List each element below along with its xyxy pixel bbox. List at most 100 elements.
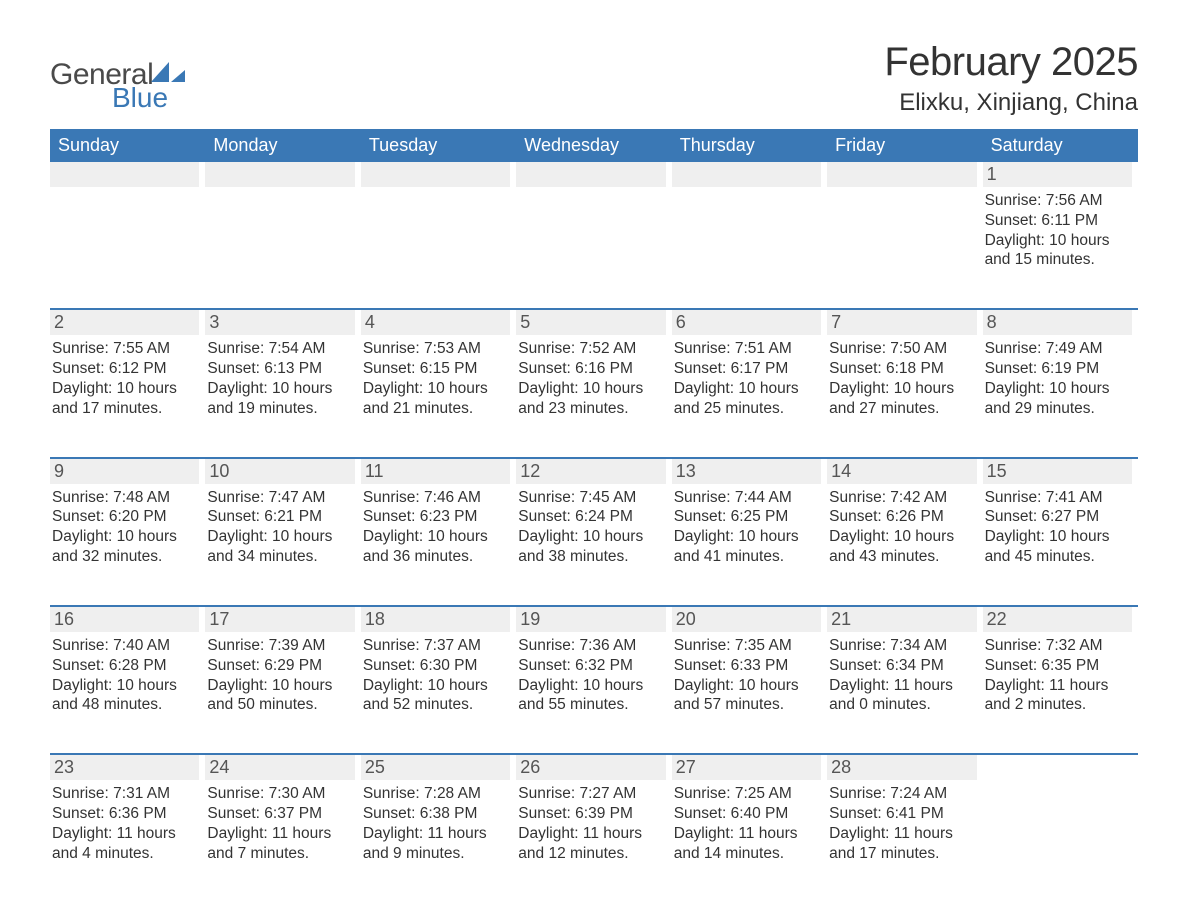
day-cell: 20Sunrise: 7:35 AMSunset: 6:33 PMDayligh…	[672, 607, 827, 723]
day-cell: 13 Sunrise: 7:44 AMSunset: 6:25 PMDayligh…	[672, 459, 827, 575]
sunrise-text: Sunrise: 7:41 AM	[985, 488, 1132, 508]
day-number: 9	[54, 461, 64, 481]
day-number-row: 15	[983, 459, 1132, 484]
weekday-monday: Monday	[205, 129, 360, 162]
header: General Blue February 2025 Elixku, Xinji…	[50, 40, 1138, 117]
daylight-text: Daylight: 10 hours and 21 minutes.	[363, 379, 510, 419]
daylight-text: Daylight: 10 hours and 32 minutes.	[52, 527, 199, 567]
day-info: Sunrise: 7:32 AMSunset: 6:35 PMDaylight:…	[983, 636, 1132, 715]
day-info: Sunrise: 7:34 AMSunset: 6:34 PMDaylight:…	[827, 636, 976, 715]
week-row: 2Sunrise: 7:55 AMSunset: 6:12 PMDaylight…	[50, 308, 1138, 426]
brand-logo: General Blue	[50, 60, 185, 112]
day-info: Sunrise: 7:41 AMSunset: 6:27 PMDaylight:…	[983, 488, 1132, 567]
day-number: 28	[831, 757, 851, 777]
day-number-row: 18	[361, 607, 510, 632]
day-number: 26	[520, 757, 540, 777]
sunrise-text: Sunrise: 7:32 AM	[985, 636, 1132, 656]
sunrise-text: Sunrise: 7:49 AM	[985, 339, 1132, 359]
daylight-text: Daylight: 10 hours and 17 minutes.	[52, 379, 199, 419]
day-cell: 24Sunrise: 7:30 AMSunset: 6:37 PMDayligh…	[205, 755, 360, 871]
day-number: 3	[209, 312, 219, 332]
empty-cell	[50, 162, 205, 278]
sunrise-text: Sunrise: 7:56 AM	[985, 191, 1132, 211]
page-title: February 2025	[884, 40, 1138, 85]
day-info: Sunrise: 7:37 AMSunset: 6:30 PMDaylight:…	[361, 636, 510, 715]
day-number: 6	[676, 312, 686, 332]
day-info: Sunrise: 7:54 AMSunset: 6:13 PMDaylight:…	[205, 339, 354, 418]
week-row: 1 Sunrise: 7:56 AMSunset: 6:11 PMDaylight…	[50, 162, 1138, 278]
day-info: Sunrise: 7:40 AMSunset: 6:28 PMDaylight:…	[50, 636, 199, 715]
sunrise-text: Sunrise: 7:36 AM	[518, 636, 665, 656]
daylight-text: Daylight: 10 hours and 41 minutes.	[674, 527, 821, 567]
sunrise-text: Sunrise: 7:53 AM	[363, 339, 510, 359]
day-cell: 18 Sunrise: 7:37 AMSunset: 6:30 PMDayligh…	[361, 607, 516, 723]
day-cell: 12Sunrise: 7:45 AMSunset: 6:24 PMDayligh…	[516, 459, 671, 575]
sunrise-text: Sunrise: 7:50 AM	[829, 339, 976, 359]
day-info: Sunrise: 7:44 AMSunset: 6:25 PMDaylight:…	[672, 488, 821, 567]
day-cell: 9 Sunrise: 7:48 AMSunset: 6:20 PMDaylight…	[50, 459, 205, 575]
daylight-text: Daylight: 11 hours and 4 minutes.	[52, 824, 199, 864]
day-number-row: 19	[516, 607, 665, 632]
sunrise-text: Sunrise: 7:42 AM	[829, 488, 976, 508]
sunset-text: Sunset: 6:21 PM	[207, 507, 354, 527]
day-info: Sunrise: 7:51 AMSunset: 6:17 PMDaylight:…	[672, 339, 821, 418]
sunrise-text: Sunrise: 7:55 AM	[52, 339, 199, 359]
daylight-text: Daylight: 10 hours and 23 minutes.	[518, 379, 665, 419]
day-info: Sunrise: 7:45 AMSunset: 6:24 PMDaylight:…	[516, 488, 665, 567]
sunset-text: Sunset: 6:37 PM	[207, 804, 354, 824]
day-number-row: 11	[361, 459, 510, 484]
sunset-text: Sunset: 6:26 PM	[829, 507, 976, 527]
daylight-text: Daylight: 10 hours and 27 minutes.	[829, 379, 976, 419]
day-cell: 11Sunrise: 7:46 AMSunset: 6:23 PMDayligh…	[361, 459, 516, 575]
weekday-tuesday: Tuesday	[361, 129, 516, 162]
daylight-text: Daylight: 10 hours and 19 minutes.	[207, 379, 354, 419]
day-number: 8	[987, 312, 997, 332]
sunrise-text: Sunrise: 7:44 AM	[674, 488, 821, 508]
sunrise-text: Sunrise: 7:52 AM	[518, 339, 665, 359]
sunset-text: Sunset: 6:33 PM	[674, 656, 821, 676]
day-number-row: 9	[50, 459, 199, 484]
day-cell: 19Sunrise: 7:36 AMSunset: 6:32 PMDayligh…	[516, 607, 671, 723]
day-info: Sunrise: 7:53 AMSunset: 6:15 PMDaylight:…	[361, 339, 510, 418]
day-number-row: 1	[983, 162, 1132, 187]
day-number: 7	[831, 312, 841, 332]
location-label: Elixku, Xinjiang, China	[884, 89, 1138, 117]
day-number-row: 23	[50, 755, 199, 780]
daylight-text: Daylight: 10 hours and 43 minutes.	[829, 527, 976, 567]
sunset-text: Sunset: 6:38 PM	[363, 804, 510, 824]
day-info: Sunrise: 7:55 AMSunset: 6:12 PMDaylight:…	[50, 339, 199, 418]
day-cell: 15 Sunrise: 7:41 AMSunset: 6:27 PMDayligh…	[983, 459, 1138, 575]
sunrise-text: Sunrise: 7:51 AM	[674, 339, 821, 359]
day-number: 19	[520, 609, 540, 629]
daylight-text: Daylight: 11 hours and 14 minutes.	[674, 824, 821, 864]
day-cell: 25 Sunrise: 7:28 AMSunset: 6:38 PMDayligh…	[361, 755, 516, 871]
sunset-text: Sunset: 6:20 PM	[52, 507, 199, 527]
day-info: Sunrise: 7:27 AMSunset: 6:39 PMDaylight:…	[516, 784, 665, 863]
day-number: 24	[209, 757, 229, 777]
sunset-text: Sunset: 6:28 PM	[52, 656, 199, 676]
day-info: Sunrise: 7:28 AMSunset: 6:38 PMDaylight:…	[361, 784, 510, 863]
day-info: Sunrise: 7:49 AMSunset: 6:19 PMDaylight:…	[983, 339, 1132, 418]
empty-cell	[516, 162, 671, 278]
daylight-text: Daylight: 10 hours and 29 minutes.	[985, 379, 1132, 419]
day-number-row: 16	[50, 607, 199, 632]
daylight-text: Daylight: 10 hours and 57 minutes.	[674, 676, 821, 716]
sunset-text: Sunset: 6:40 PM	[674, 804, 821, 824]
daylight-text: Daylight: 10 hours and 38 minutes.	[518, 527, 665, 567]
weekday-thursday: Thursday	[672, 129, 827, 162]
daylight-text: Daylight: 11 hours and 17 minutes.	[829, 824, 976, 864]
day-info: Sunrise: 7:48 AMSunset: 6:20 PMDaylight:…	[50, 488, 199, 567]
daylight-text: Daylight: 11 hours and 7 minutes.	[207, 824, 354, 864]
day-cell: 4Sunrise: 7:53 AMSunset: 6:15 PMDaylight…	[361, 310, 516, 426]
daylight-text: Daylight: 11 hours and 0 minutes.	[829, 676, 976, 716]
day-number: 16	[54, 609, 74, 629]
day-number: 22	[987, 609, 1007, 629]
day-number: 13	[676, 461, 696, 481]
day-number: 25	[365, 757, 385, 777]
sunrise-text: Sunrise: 7:39 AM	[207, 636, 354, 656]
sunset-text: Sunset: 6:32 PM	[518, 656, 665, 676]
day-info: Sunrise: 7:56 AMSunset: 6:11 PMDaylight:…	[983, 191, 1132, 270]
sunset-text: Sunset: 6:17 PM	[674, 359, 821, 379]
day-cell: 23Sunrise: 7:31 AMSunset: 6:36 PMDayligh…	[50, 755, 205, 871]
sunset-text: Sunset: 6:34 PM	[829, 656, 976, 676]
